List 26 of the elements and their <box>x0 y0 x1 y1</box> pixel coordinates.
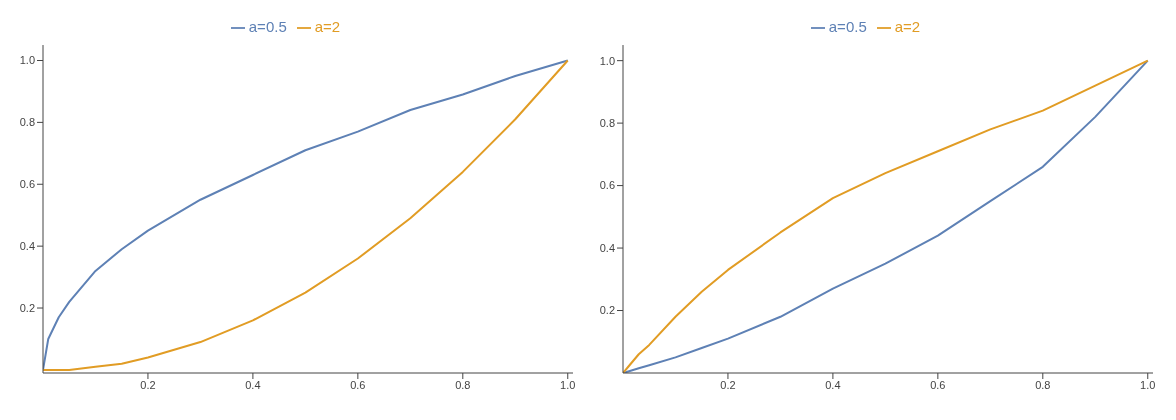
x-tick-label: 0.6 <box>930 378 946 391</box>
y-tick-label: 0.8 <box>19 116 35 129</box>
x-tick-label: 1.0 <box>1140 378 1156 391</box>
x-tick-label: 0.6 <box>350 378 366 391</box>
y-tick-label: 1.0 <box>599 54 615 67</box>
x-tick-label: 0.8 <box>1035 378 1051 391</box>
x-tick-label: 0.4 <box>245 378 261 391</box>
x-tick-label: 0.4 <box>825 378 841 391</box>
y-tick-label: 0.4 <box>599 241 615 254</box>
x-tick-label: 1.0 <box>560 378 576 391</box>
legend-label: a=0.5 <box>828 18 867 35</box>
legend-label: a=2 <box>894 18 921 35</box>
y-tick-label: 0.6 <box>599 179 615 192</box>
y-tick-label: 0.6 <box>19 178 35 191</box>
y-tick-label: 0.2 <box>599 304 615 317</box>
y-tick-label: 1.0 <box>19 54 35 67</box>
x-tick-label: 0.2 <box>720 378 736 391</box>
y-tick-label: 0.4 <box>19 240 35 253</box>
y-tick-label: 0.2 <box>19 301 35 314</box>
line-series <box>623 59 1149 373</box>
x-tick-label: 0.2 <box>140 378 156 391</box>
legend-label: a=2 <box>314 18 341 35</box>
x-tick-label: 0.8 <box>455 378 471 391</box>
legend-label: a=0.5 <box>248 18 287 35</box>
line-series <box>43 59 569 371</box>
y-tick-label: 0.8 <box>599 117 615 130</box>
